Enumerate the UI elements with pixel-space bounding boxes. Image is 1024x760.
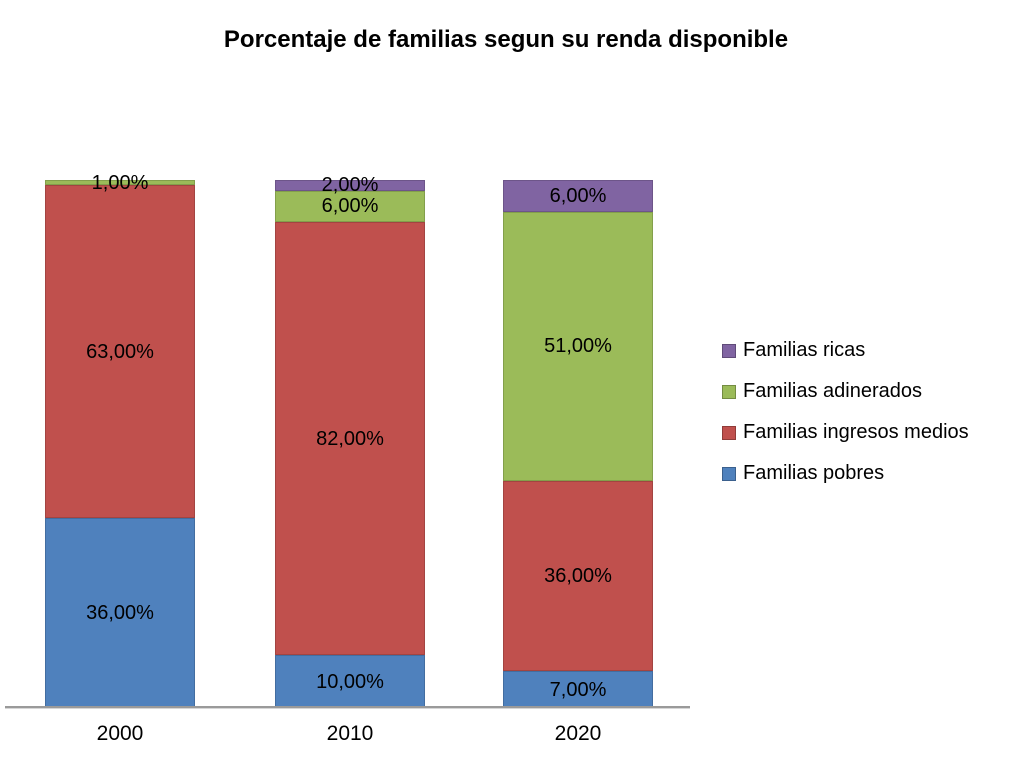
data-label-2020-familias-ingresos-medios: 36,00%	[544, 565, 612, 587]
legend-item-familias-pobres: Familias pobres	[722, 453, 969, 494]
bar-segment-2010-familias-adinerados	[275, 190, 425, 223]
bar-segment-2020-familias-ingresos-medios	[503, 480, 653, 672]
data-label-2010-familias-ricas: 2,00%	[321, 174, 379, 197]
legend: Familias ricas Familias adinerados Famil…	[722, 330, 969, 494]
legend-item-label: Familias ricas	[743, 339, 866, 361]
data-label-2010-familias-ingresos-medios: 82,00%	[316, 427, 384, 450]
bar-segment-2020-familias-ricas	[503, 180, 653, 212]
bar-segment-2000-familias-pobres	[45, 517, 195, 708]
legend-item-familias-ingresos-medios: Familias ingresos medios	[722, 412, 969, 453]
data-label-2000-familias-adinerados: 1,00%	[91, 171, 149, 194]
bar-segment-2010-familias-ingresos-medios	[275, 222, 425, 656]
chart-title: Porcentaje de familias segun su renda di…	[223, 26, 789, 53]
legend-swatch-icon	[722, 384, 736, 399]
legend-item-familias-ricas: Familias ricas	[722, 330, 969, 371]
bar-segment-2010-familias-ricas	[275, 180, 425, 191]
bar-segment-2000-familias-adinerados	[45, 180, 195, 186]
x-axis-line	[5, 706, 690, 708]
data-label-2000-familias-ingresos-medios: 63,00%	[86, 340, 154, 363]
data-label-2000-familias-pobres: 36,00%	[86, 601, 154, 624]
legend-swatch-icon	[722, 466, 736, 481]
legend-item-label: Familias ingresos medios	[743, 421, 969, 443]
legend-swatch-icon	[722, 425, 736, 440]
bar-segment-2020-familias-pobres	[503, 671, 653, 708]
data-label-2020-familias-pobres: 7,00%	[549, 678, 607, 701]
legend-item-label: Familias pobres	[743, 462, 885, 484]
bar-segment-2020-familias-adinerados	[503, 211, 653, 481]
legend-item-familias-adinerados: Familias adinerados	[722, 371, 969, 412]
bar-segment-2010-familias-pobres	[275, 655, 425, 708]
x-axis-label-2000: 2000	[96, 722, 144, 745]
data-label-2010-familias-pobres: 10,00%	[316, 670, 384, 693]
legend-swatch-icon	[722, 343, 736, 358]
data-label-2010-familias-adinerados: 6,00%	[321, 195, 379, 218]
data-label-2020-familias-adinerados: 51,00%	[544, 335, 612, 358]
x-axis-label-2010: 2010	[326, 722, 374, 745]
data-label-2020-familias-ricas: 6,00%	[549, 184, 607, 207]
bar-segment-2000-familias-ingresos-medios	[45, 185, 195, 518]
legend-item-label: Familias adinerados	[743, 380, 922, 402]
x-axis-label-2020: 2020	[554, 722, 602, 745]
